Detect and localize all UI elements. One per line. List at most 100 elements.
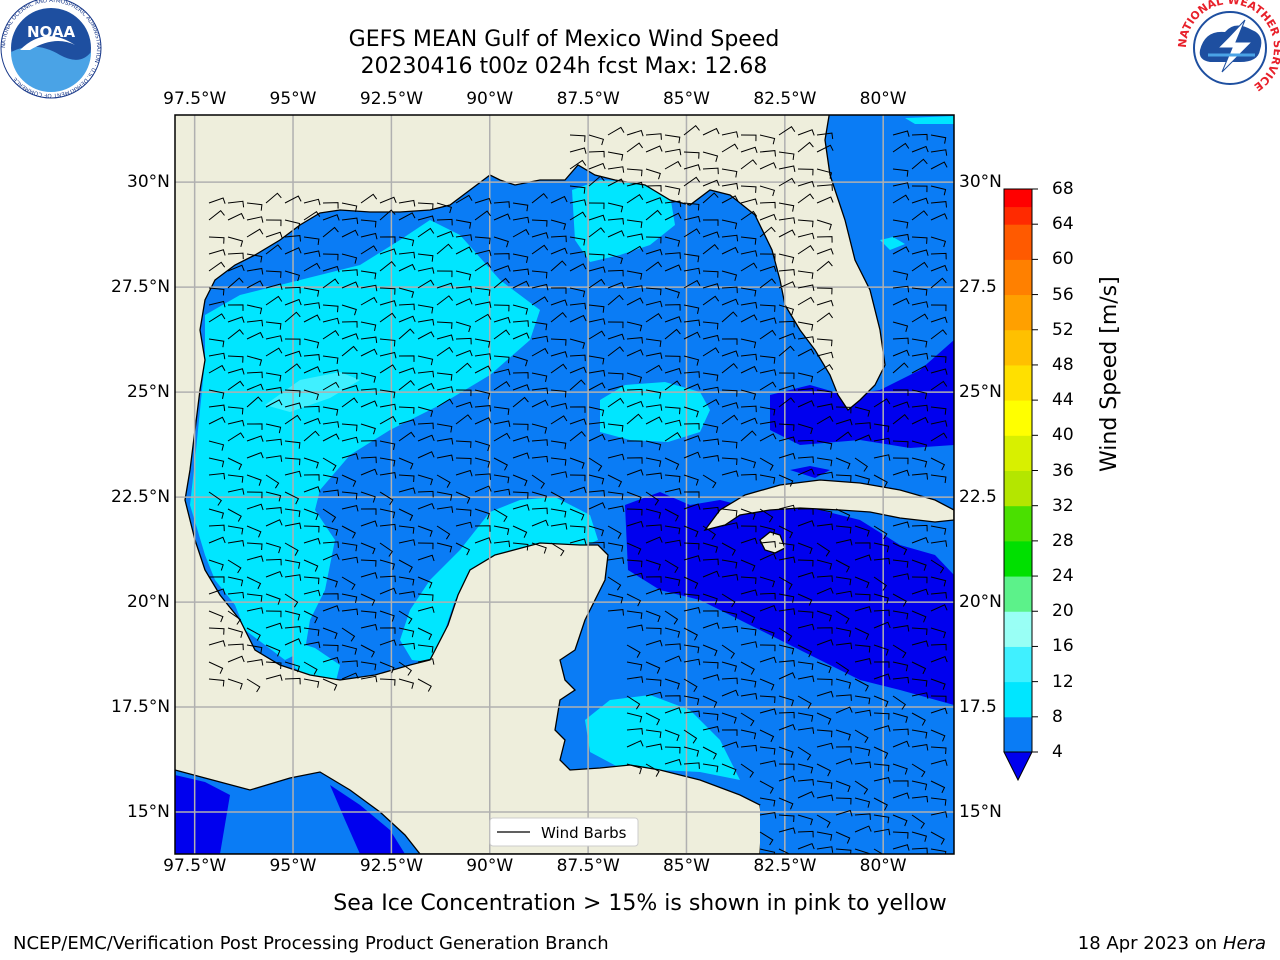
wind-barb	[930, 655, 948, 663]
wind-barb	[683, 267, 701, 275]
wind-barb	[816, 559, 833, 570]
wind-barb	[379, 661, 395, 674]
colorbar-title: Wind Speed [m/s]	[1097, 276, 1122, 472]
wind-barb	[550, 299, 568, 306]
wind-barb	[379, 627, 396, 634]
wind-barb	[493, 265, 511, 272]
wind-barb	[265, 491, 282, 502]
wind-barb	[398, 355, 415, 362]
wind-barb	[873, 593, 890, 604]
wind-barb	[892, 401, 910, 408]
wind-barb	[683, 279, 701, 289]
wind-barb	[911, 627, 928, 636]
wind-barb	[854, 434, 872, 442]
wind-barb	[645, 209, 662, 221]
wind-barb	[341, 253, 358, 264]
wind-barb	[208, 300, 226, 308]
wind-barb	[664, 655, 682, 663]
wind-barb	[645, 729, 662, 739]
wind-barb	[664, 707, 682, 714]
wind-barb	[265, 423, 282, 434]
wind-barb	[208, 524, 225, 532]
wind-barb	[778, 320, 795, 328]
wind-barb	[740, 198, 758, 205]
wind-barb	[265, 474, 280, 489]
colorbar-segment	[1004, 611, 1032, 630]
wind-barb	[436, 270, 453, 278]
wind-barb	[341, 345, 358, 357]
wind-barb	[816, 729, 833, 738]
wind-barb	[740, 159, 757, 170]
wind-barb	[740, 678, 757, 688]
wind-barb	[854, 825, 872, 833]
wind-barb	[550, 457, 567, 466]
wind-barb	[721, 729, 738, 736]
wind-barb	[721, 625, 739, 633]
wind-barb	[911, 678, 928, 687]
wind-barb	[284, 311, 301, 323]
wind-barb	[436, 491, 453, 501]
wind-barb	[265, 219, 282, 227]
colorbar-segment	[1004, 699, 1032, 718]
wind-barb	[512, 355, 528, 367]
wind-barb	[911, 261, 929, 272]
wind-barb	[474, 262, 492, 272]
colorbar-segment	[1004, 593, 1032, 612]
wind-barb	[721, 402, 739, 409]
wind-barb	[227, 380, 245, 391]
wind-barb	[873, 673, 891, 680]
lon-label-top: 85°W	[662, 89, 710, 109]
wind-barb	[550, 402, 568, 410]
wind-barb	[227, 610, 241, 625]
wind-barb	[797, 439, 814, 447]
wind-barb	[417, 355, 434, 366]
wind-barb	[664, 678, 680, 690]
wind-barb	[284, 414, 302, 425]
wind-barb	[930, 831, 945, 845]
wind-barb	[398, 508, 414, 522]
wind-barb	[417, 215, 435, 222]
wind-barb	[892, 362, 909, 374]
wind-barb	[930, 380, 948, 391]
wind-barb	[740, 693, 758, 700]
wind-barb	[797, 400, 815, 408]
wind-barb	[740, 146, 758, 154]
wind-barb	[626, 270, 643, 280]
footer-machine: Hera	[1222, 933, 1266, 954]
wind-barb	[702, 398, 720, 408]
wind-barb	[892, 233, 910, 241]
wind-barb	[360, 520, 378, 527]
wind-barb	[208, 508, 225, 519]
wind-barb	[398, 406, 415, 414]
wind-barb	[759, 253, 776, 261]
fresh-wind-region-mexico-south	[290, 640, 340, 685]
wind-barb	[303, 457, 319, 469]
wind-barb	[550, 260, 567, 272]
wind-barb	[455, 440, 472, 448]
wind-barb	[778, 814, 795, 823]
wind-barb	[341, 576, 356, 591]
wind-barb	[664, 212, 682, 221]
wind-barb	[759, 746, 776, 755]
lon-label-bottom: 82.5°W	[753, 856, 817, 876]
wind-barb	[911, 313, 929, 323]
wind-barb	[303, 314, 321, 323]
wind-barb	[816, 168, 833, 179]
wind-barb	[417, 593, 434, 602]
wind-barb	[892, 440, 909, 448]
wind-barb	[759, 780, 774, 794]
wind-barb	[778, 452, 796, 460]
wind-barb	[797, 232, 815, 240]
pacific-calm	[175, 775, 230, 854]
wind-barb	[341, 217, 359, 225]
wind-barb	[683, 371, 700, 378]
wind-barb	[341, 269, 358, 276]
wind-barb	[550, 219, 567, 230]
wind-barb	[474, 365, 492, 374]
wind-barb	[398, 487, 416, 494]
wind-barb	[208, 472, 226, 480]
colorbar-segment	[1004, 488, 1032, 507]
wind-barb	[740, 353, 758, 361]
colorbar-segment	[1004, 329, 1032, 348]
wind-barb	[759, 457, 774, 471]
